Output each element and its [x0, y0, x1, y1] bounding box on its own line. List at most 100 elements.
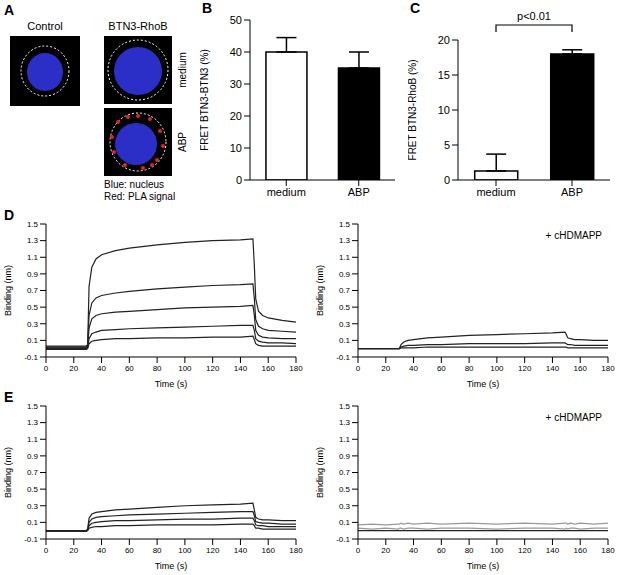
- svg-text:p<0.01: p<0.01: [517, 10, 551, 22]
- svg-text:60: 60: [437, 364, 446, 373]
- svg-text:0: 0: [44, 546, 49, 555]
- svg-text:160: 160: [574, 364, 588, 373]
- svg-text:0: 0: [356, 364, 361, 373]
- svg-text:100: 100: [178, 364, 192, 373]
- svg-text:1.5: 1.5: [27, 220, 39, 229]
- svg-text:1.3: 1.3: [339, 418, 351, 427]
- svg-text:5: 5: [444, 139, 450, 151]
- svg-text:-0.1: -0.1: [24, 353, 38, 362]
- svg-text:-0.1: -0.1: [24, 535, 38, 544]
- svg-text:0.9: 0.9: [339, 452, 351, 461]
- svg-text:40: 40: [97, 546, 106, 555]
- svg-text:medium: medium: [476, 186, 515, 198]
- svg-text:80: 80: [465, 364, 474, 373]
- svg-text:Binding (nm): Binding (nm): [315, 265, 325, 316]
- svg-text:0.3: 0.3: [27, 502, 39, 511]
- svg-text:140: 140: [234, 364, 248, 373]
- svg-text:0.7: 0.7: [339, 286, 351, 295]
- svg-text:Time (s): Time (s): [155, 379, 188, 389]
- svg-text:ABP: ABP: [177, 132, 188, 152]
- svg-text:20: 20: [69, 364, 78, 373]
- svg-text:1.3: 1.3: [339, 236, 351, 245]
- svg-text:0.7: 0.7: [27, 468, 39, 477]
- svg-text:0.1: 0.1: [339, 518, 351, 527]
- svg-text:0.5: 0.5: [339, 485, 351, 494]
- svg-text:15: 15: [438, 69, 450, 81]
- svg-text:0: 0: [356, 546, 361, 555]
- svg-text:Time (s): Time (s): [467, 379, 500, 389]
- svg-text:120: 120: [206, 364, 220, 373]
- svg-text:0.7: 0.7: [27, 286, 39, 295]
- svg-text:40: 40: [409, 364, 418, 373]
- svg-text:10: 10: [438, 104, 450, 116]
- svg-text:50: 50: [230, 14, 242, 26]
- svg-text:0.7: 0.7: [339, 468, 351, 477]
- svg-text:1.5: 1.5: [27, 402, 39, 411]
- svg-text:1.3: 1.3: [27, 418, 39, 427]
- svg-text:80: 80: [153, 546, 162, 555]
- svg-text:40: 40: [97, 364, 106, 373]
- svg-text:1.1: 1.1: [339, 253, 351, 262]
- svg-text:20: 20: [69, 546, 78, 555]
- svg-text:1.1: 1.1: [339, 435, 351, 444]
- svg-text:180: 180: [289, 364, 303, 373]
- svg-text:ABP: ABP: [561, 186, 583, 198]
- svg-text:-0.1: -0.1: [336, 353, 350, 362]
- svg-text:0.5: 0.5: [27, 303, 39, 312]
- svg-text:0.1: 0.1: [27, 518, 39, 527]
- svg-text:60: 60: [437, 546, 446, 555]
- svg-text:20: 20: [230, 110, 242, 122]
- svg-text:Binding (nm): Binding (nm): [3, 265, 13, 316]
- svg-text:0: 0: [44, 364, 49, 373]
- svg-text:1.1: 1.1: [27, 435, 39, 444]
- svg-text:Control: Control: [27, 20, 62, 32]
- svg-text:0.9: 0.9: [339, 270, 351, 279]
- svg-text:160: 160: [574, 546, 588, 555]
- svg-text:0.9: 0.9: [27, 452, 39, 461]
- svg-text:1.1: 1.1: [27, 253, 39, 262]
- svg-text:80: 80: [153, 364, 162, 373]
- svg-text:20: 20: [438, 34, 450, 46]
- svg-text:20: 20: [381, 546, 390, 555]
- svg-text:-0.1: -0.1: [336, 535, 350, 544]
- svg-text:180: 180: [601, 364, 615, 373]
- svg-text:0.1: 0.1: [339, 336, 351, 345]
- svg-text:100: 100: [490, 546, 504, 555]
- svg-text:0.1: 0.1: [27, 336, 39, 345]
- svg-text:Time (s): Time (s): [467, 561, 500, 571]
- svg-text:Red: PLA signal: Red: PLA signal: [104, 191, 175, 202]
- svg-text:180: 180: [289, 546, 303, 555]
- svg-text:40: 40: [409, 546, 418, 555]
- svg-text:10: 10: [230, 142, 242, 154]
- svg-text:100: 100: [178, 546, 192, 555]
- svg-text:BTN3-RhoB: BTN3-RhoB: [108, 20, 167, 32]
- svg-text:FRET BTN3-BTN3 (%): FRET BTN3-BTN3 (%): [200, 49, 210, 151]
- svg-text:0.5: 0.5: [339, 303, 351, 312]
- svg-text:140: 140: [546, 546, 560, 555]
- svg-text:Binding (nm): Binding (nm): [3, 447, 13, 498]
- svg-text:FRET BTN3-RhoB (%): FRET BTN3-RhoB (%): [408, 60, 418, 161]
- svg-text:1.5: 1.5: [339, 402, 351, 411]
- svg-text:0.5: 0.5: [27, 485, 39, 494]
- svg-text:160: 160: [262, 546, 276, 555]
- svg-text:120: 120: [518, 546, 532, 555]
- svg-text:60: 60: [125, 546, 134, 555]
- svg-text:40: 40: [230, 46, 242, 58]
- svg-text:120: 120: [518, 364, 532, 373]
- svg-text:0.3: 0.3: [339, 320, 351, 329]
- svg-text:80: 80: [465, 546, 474, 555]
- svg-text:160: 160: [262, 364, 276, 373]
- svg-text:Binding (nm): Binding (nm): [315, 447, 325, 498]
- svg-text:A: A: [4, 2, 14, 18]
- svg-text:0: 0: [236, 174, 242, 186]
- svg-text:100: 100: [490, 364, 504, 373]
- svg-text:0.3: 0.3: [339, 502, 351, 511]
- svg-text:0.3: 0.3: [27, 320, 39, 329]
- svg-text:0.9: 0.9: [27, 270, 39, 279]
- svg-text:140: 140: [234, 546, 248, 555]
- svg-text:1.3: 1.3: [27, 236, 39, 245]
- svg-text:60: 60: [125, 364, 134, 373]
- svg-text:20: 20: [381, 364, 390, 373]
- svg-text:120: 120: [206, 546, 220, 555]
- svg-text:medium: medium: [177, 52, 188, 88]
